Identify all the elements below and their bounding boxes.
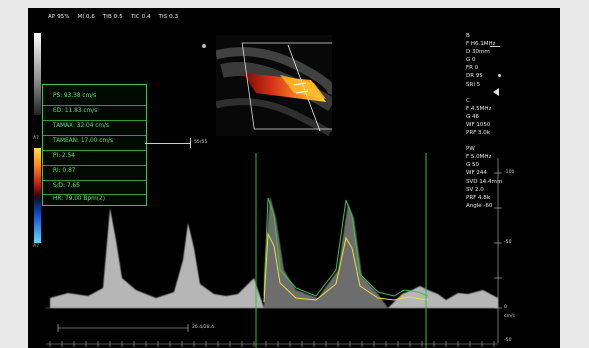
time-axis-ticks: [46, 341, 498, 347]
color-scale-bottom-label: A7: [33, 244, 39, 249]
sweep-marker-tick: [190, 138, 191, 148]
depth-marker-1: [490, 46, 500, 47]
b-mode-freq: F H6.1MHz: [466, 41, 496, 48]
focus-marker-arrow: [493, 88, 499, 96]
pw-mode-freq: F 5.0MHz: [466, 154, 492, 161]
pw-mode-svd: SVD 14.4mm: [466, 178, 503, 185]
color-velocity-bar: [34, 148, 41, 243]
acoustic-output-bar: AP 95% MI 0.6 TIB 0.5 TIC 0.4 TIS 0.3: [48, 14, 184, 20]
pw-mode-angle: Angle -60: [466, 202, 493, 209]
velocity-label-4: -50: [504, 338, 512, 343]
b-mode-depth: D 30mm: [466, 49, 490, 56]
tib-readout: TIB 0.5: [102, 14, 123, 20]
bottom-readout: 26.4/28.4: [192, 325, 215, 330]
b-mode-gain: G 0: [466, 57, 476, 64]
pw-mode-wf: WF 244: [466, 170, 487, 177]
b-mode-fr: FR 0: [466, 65, 479, 72]
velocity-label-2: -50: [504, 240, 512, 245]
b-mode-dr: DR 95: [466, 73, 483, 80]
b-mode-header: B: [466, 33, 470, 39]
sweep-marker-line: [145, 143, 191, 144]
color-scale-top-label: A7: [33, 136, 39, 141]
gray-waveforms: [50, 196, 498, 308]
tamean-value: TAMEAN: 17.00 cm/s: [53, 138, 114, 144]
color-doppler-image: [216, 35, 332, 136]
c-mode-prf: PRF 3.0k: [466, 130, 490, 137]
orientation-marker: [202, 44, 206, 48]
ap-readout: AP 95%: [48, 14, 70, 20]
measurement-panel: PS: 93.38 cm/s ED: 11.83 cm/s TAMAX: 32.…: [42, 84, 147, 206]
c-mode-freq: F 4.5MHz: [466, 105, 492, 112]
mean-velocity-trace: [263, 232, 429, 303]
c-mode-gain: G 46: [466, 113, 480, 120]
ed-value: ED: 11.83 cm/s: [53, 108, 98, 114]
pi-value: PI: 2.54: [53, 153, 75, 159]
hr-value: HR: 79.00 Bpm(2): [53, 196, 105, 202]
max-velocity-trace: [263, 197, 429, 297]
ps-value: PS: 93.38 cm/s: [53, 93, 97, 99]
c-mode-wf: WF 1050: [466, 121, 491, 128]
velocity-unit-label: cm/s: [504, 314, 515, 319]
sd-value: S/D: 7.65: [53, 183, 80, 189]
spectral-doppler-display: [46, 153, 502, 348]
pw-mode-header: PW: [466, 146, 475, 153]
velocity-scale: [494, 158, 502, 343]
pw-mode-prf: PRF 4.8k: [466, 194, 490, 201]
b-mode-sri: SRI 5: [466, 81, 481, 88]
pw-mode-sv: SV 2.0: [466, 186, 484, 193]
tis-readout: TIS 0.3: [158, 14, 179, 20]
mi-readout: MI 0.6: [77, 14, 95, 20]
ri-value: RI: 0.87: [53, 168, 76, 174]
sweep-label: 55/55: [194, 140, 208, 145]
pw-mode-gain: G 50: [466, 162, 480, 169]
tamax-value: TAMAX: 32.04 cm/s: [53, 123, 110, 129]
c-mode-header: C: [466, 97, 470, 104]
focus-marker-dot: [498, 74, 501, 77]
ultrasound-screen: AP 95% MI 0.6 TIB 0.5 TIC 0.4 TIS 0.3 A7…: [28, 8, 560, 348]
velocity-label-3: 0: [504, 305, 507, 310]
velocity-label-1: -100: [504, 170, 515, 175]
imaging-parameters-panel: B F H6.1MHz D 30mm G 0 FR 0 DR 95 SRI 5 …: [466, 32, 556, 210]
tic-readout: TIC 0.4: [130, 14, 151, 20]
grayscale-bar: [34, 33, 41, 115]
